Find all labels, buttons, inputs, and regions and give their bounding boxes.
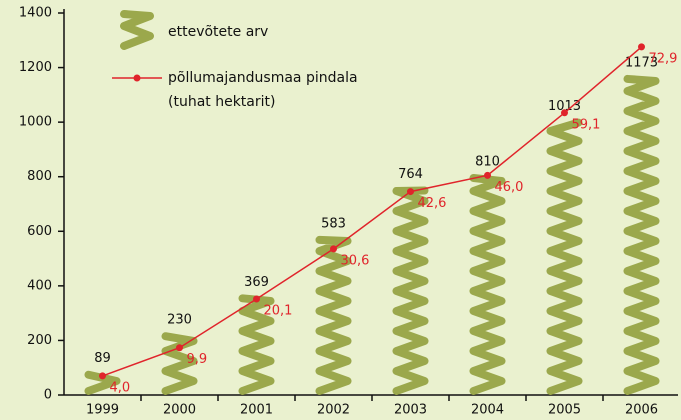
line [102, 46, 642, 377]
bar-value-label: 1013 [548, 99, 581, 114]
x-tick-label: 2005 [548, 403, 581, 418]
bar-value-label: 583 [321, 216, 346, 231]
bar [84, 370, 121, 395]
bar [315, 235, 352, 395]
bar-value-label: 369 [244, 275, 269, 290]
line-value-label: 46,0 [495, 180, 524, 195]
x-tick-label: 2006 [625, 403, 658, 418]
line-point [253, 295, 260, 303]
bar [392, 186, 429, 395]
bar [238, 294, 275, 395]
y-tick-label: 200 [27, 333, 52, 348]
bar [546, 118, 583, 395]
x-tick-label: 1999 [86, 403, 119, 418]
legend-symbol [120, 10, 154, 50]
line-value-label: 20,1 [264, 304, 293, 319]
y-tick-label: 1400 [19, 6, 52, 21]
line-value-label: 42,6 [418, 196, 447, 211]
line-point [176, 344, 183, 352]
y-tick-label: 1200 [19, 60, 52, 75]
y-tick-label: 0 [44, 388, 52, 403]
bar [161, 332, 198, 395]
y-tick-label: 600 [27, 224, 52, 239]
line-value-label: 59,1 [572, 117, 601, 132]
bar-value-label: 810 [475, 154, 500, 169]
bar [469, 173, 506, 395]
line-point [407, 188, 414, 196]
line-point [99, 372, 106, 380]
x-tick-label: 2003 [394, 403, 427, 418]
line-value-label: 9,9 [187, 352, 208, 367]
line-point [484, 171, 491, 179]
y-tick-label: 1000 [19, 115, 52, 130]
line-value-label: 4,0 [110, 380, 131, 395]
legend-symbol [133, 74, 141, 82]
x-tick-label: 2000 [163, 403, 196, 418]
bar [623, 74, 660, 395]
bar-value-label: 1173 [625, 55, 658, 70]
line-value-label: 30,6 [341, 253, 370, 268]
legend-label: põllumajandusmaa pindala (tuhat hektarit… [168, 70, 358, 110]
x-tick-label: 2004 [471, 403, 504, 418]
line-point [561, 109, 568, 117]
y-tick-label: 800 [27, 169, 52, 184]
line-value-label: 72,9 [649, 51, 678, 66]
bar-value-label: 89 [94, 351, 111, 366]
x-tick-label: 2002 [317, 403, 350, 418]
bar-value-label: 230 [167, 313, 192, 328]
y-tick-label: 400 [27, 278, 52, 293]
line-point [638, 43, 645, 51]
line-point [330, 245, 337, 253]
bar-value-label: 764 [398, 167, 423, 182]
legend-label: ettevõtete arv [168, 24, 269, 40]
x-tick-label: 2001 [240, 403, 273, 418]
